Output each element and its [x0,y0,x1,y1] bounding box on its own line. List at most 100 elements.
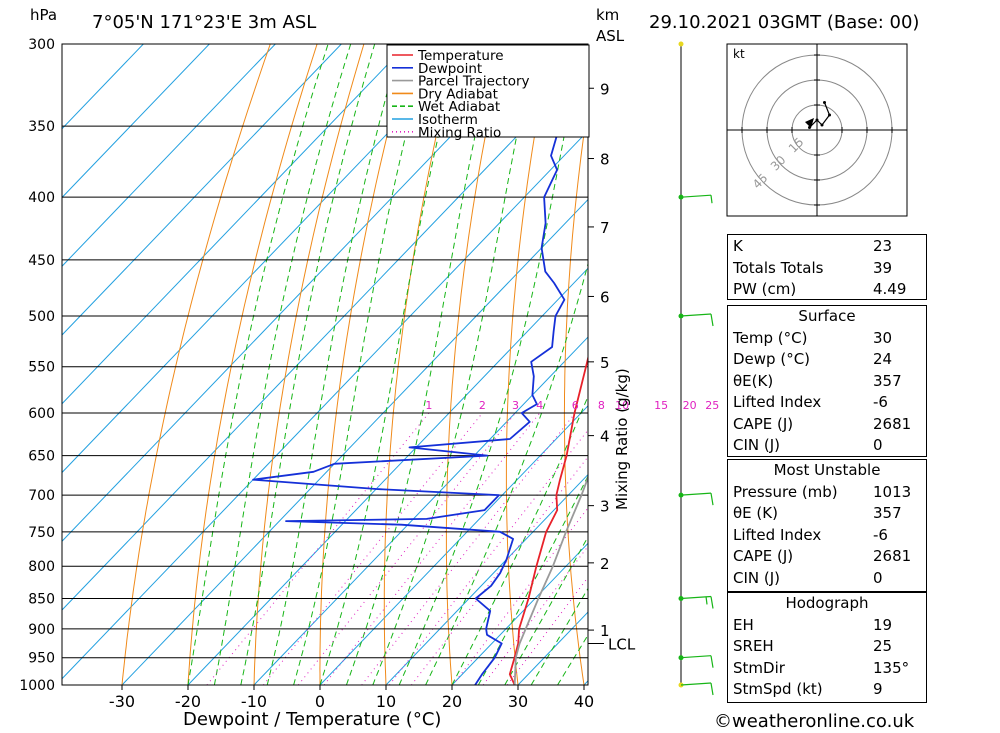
km-tick-label: 3 [600,498,610,516]
legend-label: Dewpoint [418,61,482,77]
pressure-tick-label: 800 [28,559,55,575]
surface-table: Surface Temp (°C) 30 Dewp (°C) 24 θE(K) 357… [727,305,927,457]
wet-adiabat-line [477,474,588,685]
isotherm-line [62,44,276,267]
legend-label: Dry Adiabat [418,86,498,102]
index-row: Temp (°C) 30 [733,328,893,347]
wind-barb-feather [710,493,714,506]
most-unstable-title: Most Unstable [773,461,881,479]
pressure-tick-label: 900 [28,622,55,638]
mixing-ratio-label: 3 [512,399,519,412]
index-row: Totals Totals 39 [733,258,893,277]
wind-barb-feather [710,596,714,609]
hodograph-title: Hodograph [785,594,869,612]
parcel-trajectory-line [513,475,588,685]
dry-adiabat-line [925,44,1000,685]
isotherm-line [62,44,408,405]
storm-motion-arrow [805,118,814,128]
isotherm-line [62,44,144,130]
hodograph-point [820,123,824,127]
datetime-title: 29.10.2021 03GMT (Base: 00) [649,12,920,33]
lcl-label: LCL [608,635,636,653]
index-row: EH 19 [733,615,893,634]
km-unit: km [596,6,620,24]
isotherm-line [62,44,210,199]
pressure-tick-label: 650 [28,449,55,465]
km-tick-label: 2 [600,555,610,573]
legend-label: Parcel Trajectory [418,74,530,90]
mixing-ratio-line [506,576,588,685]
temp-tick-label: 0 [315,692,325,711]
pressure-tick-label: 450 [28,253,55,269]
pressure-tick-label: 400 [28,190,55,206]
legend-label: Isotherm [418,112,478,128]
mixing-ratio-label: 4 [536,399,543,412]
wet-adiabat-line [398,44,583,685]
isotherm-line [62,44,474,474]
legend-box [386,44,590,138]
wind-barb-half-feather [705,596,708,605]
index-row: θE (K) 357 [733,504,902,522]
pressure-tick-label: 550 [28,360,55,376]
temp-tick-label: 10 [376,692,396,711]
mixing-ratio-title: Mixing Ratio (g/kg) [613,368,631,510]
km-tick-label: 4 [600,428,610,446]
hodograph-unit-label: kt [733,47,745,61]
index-row: SREH 25 [733,637,893,655]
mixing-ratio-label: 10 [615,399,629,412]
km-tick-label: 6 [600,288,610,306]
dry-adiabat-line [563,101,588,685]
wind-barb-feather [710,313,714,327]
index-row: θE(K) 357 [733,371,902,390]
isotherm-line [253,336,588,685]
index-row: Dewp (°C) 24 [733,350,893,368]
wind-barb-feather [710,655,714,668]
temp-tick-label: 30 [508,692,528,711]
temp-tick-label: 20 [442,692,462,711]
pressure-tick-label: 1000 [19,678,55,694]
wet-adiabat-line [345,44,496,685]
most-unstable-table: Most Unstable Pressure (mb) 1013 θE (K) 35… [727,459,927,592]
x-axis-title: Dewpoint / Temperature (°C) [183,709,442,730]
pressure-tick-label: 300 [28,37,55,53]
mixing-ratio-line [482,545,588,685]
wet-adiabat-line [240,44,376,685]
mixing-ratio-label: 6 [572,399,579,412]
surface-title: Surface [798,307,856,325]
index-row: K 23 [733,237,893,255]
wet-adiabat-line [504,535,588,685]
pressure-tick-label: 700 [28,488,55,504]
index-row: StmSpd (kt) 9 [733,680,883,698]
legend-label: Temperature [417,48,504,64]
km-tick-label: 8 [600,151,610,169]
location-title: 7°05'N 171°23'E 3m ASL [92,12,317,33]
isotherm-line [187,267,588,685]
index-row: Lifted Index -6 [733,393,888,411]
pressure-tick-label: 350 [28,119,55,135]
mixing-ratio-label: 2 [479,399,486,412]
wind-barb-staff [680,682,712,686]
mixing-ratio-label: 25 [705,399,719,412]
pressure-tick-label: 500 [28,309,55,325]
km-tick-label: 9 [600,80,610,98]
wind-barb-feather [710,682,714,696]
wet-adiabat-line [187,44,329,685]
index-row: PW (cm) 4.49 [733,280,907,298]
km-tick-label: 1 [600,622,610,640]
dry-adiabat-line [621,44,650,685]
hodograph-table: Hodograph EH 19 SREH 25 StmDir 135° StmSpd … [727,592,927,703]
dry-adiabat-line [319,44,412,685]
isotherm-line [451,542,588,685]
mixing-ratio-line [323,412,541,685]
dry-adiabat-line [972,44,1000,685]
index-row: CAPE (J) 2681 [733,547,912,565]
mixing-ratio-label: 15 [654,399,668,412]
legend-label: Wet Adiabat [418,99,500,115]
pressure-tick-label: 600 [28,406,55,422]
indices-general-table: K 23 Totals Totals 39 PW (cm) 4.49 [727,234,927,300]
wet-adiabat-line [293,44,430,685]
index-row: Lifted Index -6 [733,525,888,544]
wind-barb-staff [680,313,712,317]
wet-adiabat-line [213,44,352,685]
